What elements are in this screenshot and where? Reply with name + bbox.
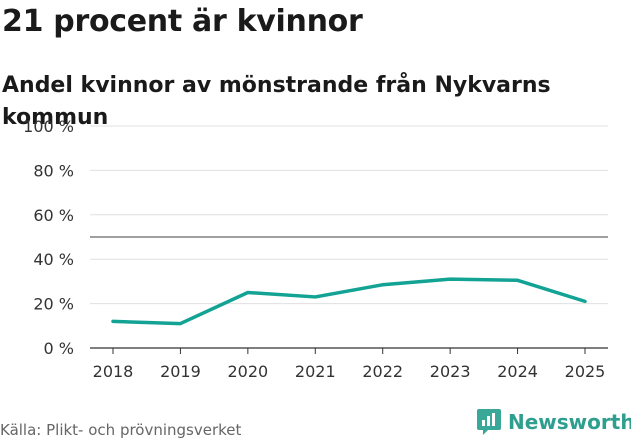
x-tick-label: 2025: [565, 362, 606, 381]
y-tick-label: 100 %: [23, 117, 74, 136]
brand-name: Newsworthy: [508, 410, 631, 434]
brand-logo[interactable]: Newsworthy: [476, 408, 631, 436]
x-tick-label: 2018: [93, 362, 134, 381]
x-tick-label: 2022: [362, 362, 403, 381]
x-tick-label: 2019: [160, 362, 201, 381]
source-text: Källa: Plikt- och prövningsverket: [0, 421, 242, 439]
x-tick-label: 2024: [497, 362, 538, 381]
x-tick-label: 2021: [295, 362, 336, 381]
y-tick-label: 20 %: [33, 295, 74, 314]
page-title: 21 procent är kvinnor: [2, 4, 363, 39]
x-tick-label: 2020: [227, 362, 268, 381]
series-line: [111, 277, 587, 326]
y-tick-label: 40 %: [33, 250, 74, 269]
x-tick-label: 2023: [430, 362, 471, 381]
chart-subtitle: Andel kvinnor av mönstrande från Nykvarn…: [2, 73, 551, 130]
y-tick-label: 0 %: [44, 339, 74, 358]
y-tick-label: 60 %: [33, 206, 74, 225]
y-tick-label: 80 %: [33, 161, 74, 180]
newsworthy-logo-icon: [477, 409, 501, 435]
